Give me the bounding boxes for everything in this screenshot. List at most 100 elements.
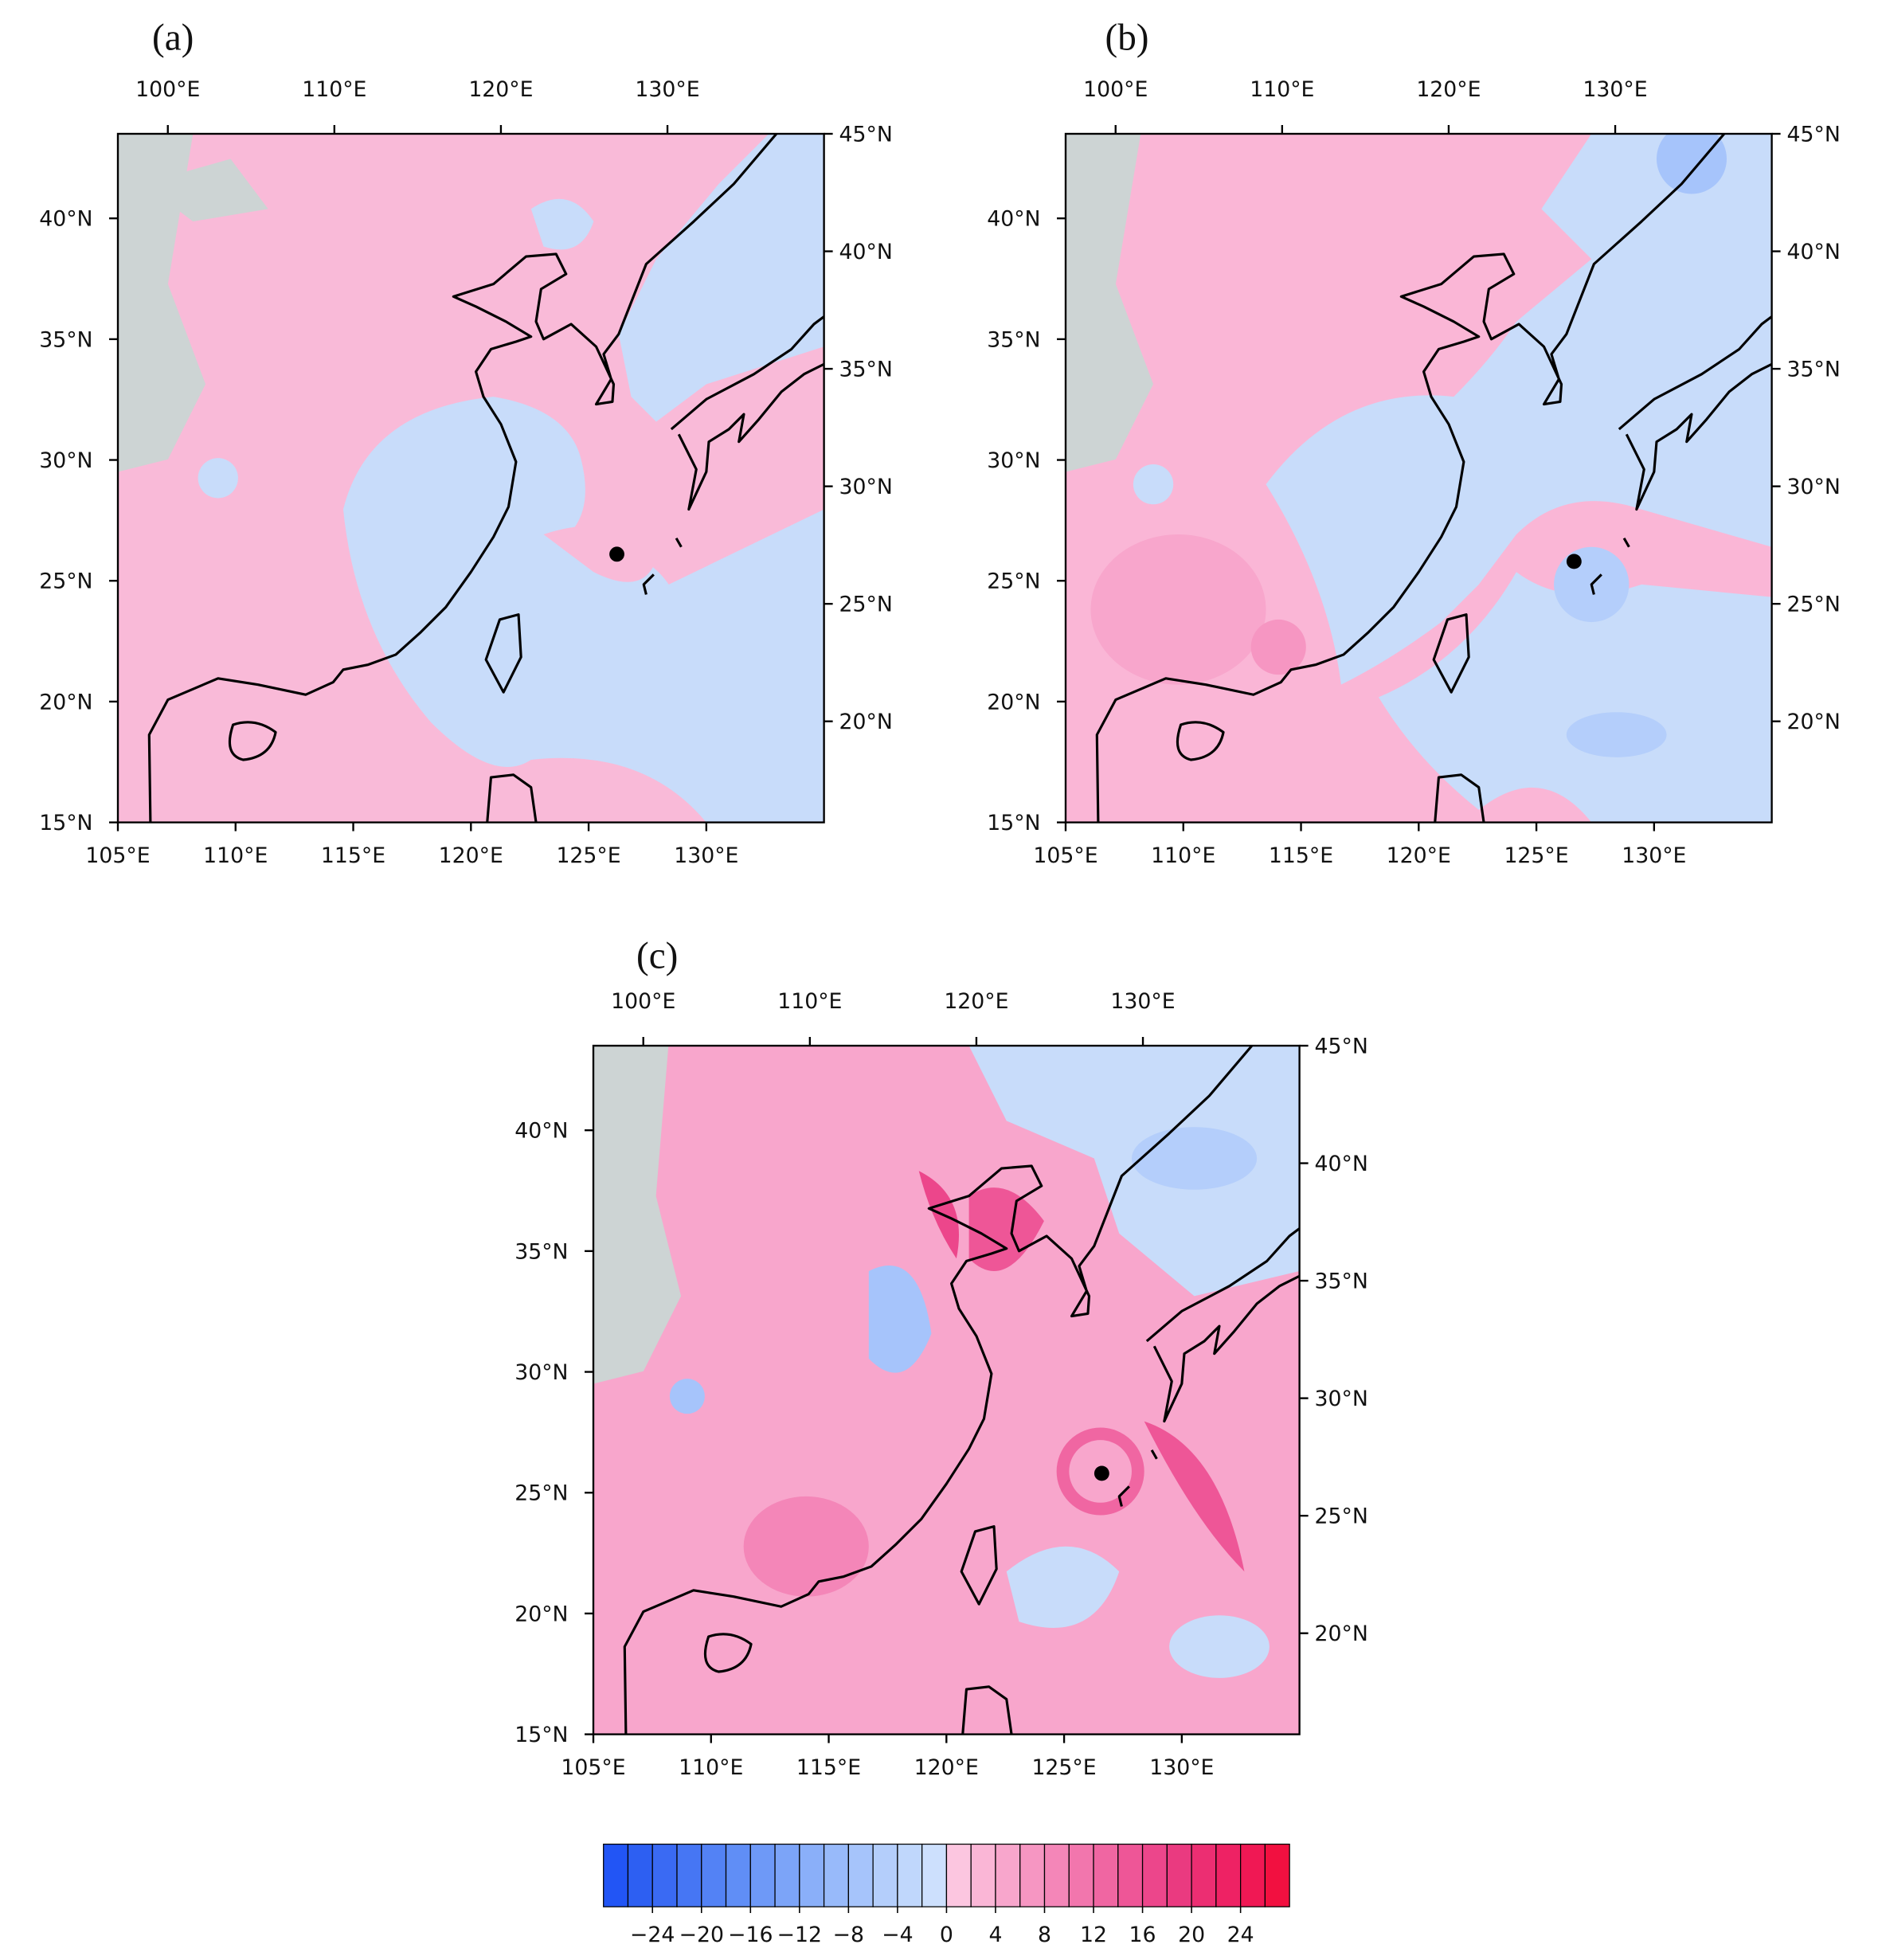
colorbar-label: 16 bbox=[1129, 1923, 1156, 1947]
colorbar-label: 4 bbox=[988, 1923, 1002, 1947]
y-tick-label: 40°N bbox=[987, 207, 1040, 232]
field bbox=[1066, 134, 1772, 823]
x-tick-label: 110°E bbox=[302, 77, 366, 102]
colorbar: −24 −20 −16 −12 −8 −4 0 4 8 12 16 20 24 bbox=[603, 1843, 1290, 1947]
y-tick-label: 40°N bbox=[839, 240, 892, 264]
colorbar-box bbox=[1264, 1843, 1290, 1907]
panel-b: (b) 105°E 110°E 115°E 120°E 125°E 130°E 15°N 20°… bbox=[987, 18, 1841, 868]
x-tick-label: 105°E bbox=[1033, 843, 1097, 868]
colorbar-box bbox=[627, 1843, 653, 1907]
colorbar-label: −20 bbox=[679, 1923, 724, 1947]
y-tick-label: 40°N bbox=[1786, 240, 1840, 264]
colorbar-box bbox=[676, 1843, 702, 1907]
x-tick-label: 120°E bbox=[944, 989, 1008, 1014]
y-tick-label: 35°N bbox=[39, 327, 92, 352]
colorbar-label: −8 bbox=[833, 1923, 864, 1947]
colorbar-label: 0 bbox=[940, 1923, 953, 1947]
field bbox=[118, 134, 824, 823]
panel-a: (a) 105°E 110°E 115°E 120°E 125°E 130°E 15°N 20°… bbox=[39, 18, 893, 868]
colorbar-label: −12 bbox=[777, 1923, 822, 1947]
y-tick-label: 20°N bbox=[514, 1602, 568, 1626]
colorbar-box bbox=[872, 1843, 898, 1907]
colorbar-box bbox=[749, 1843, 776, 1907]
colorbar-label: 20 bbox=[1178, 1923, 1205, 1947]
x-tick-label: 110°E bbox=[777, 989, 842, 1014]
colorbar-box bbox=[1191, 1843, 1217, 1907]
y-tick-label: 15°N bbox=[987, 811, 1040, 835]
y-tick-label: 30°N bbox=[839, 475, 892, 499]
x-tick-label: 100°E bbox=[1083, 77, 1148, 102]
x-tick-label: 105°E bbox=[85, 843, 150, 868]
storm-center bbox=[609, 546, 624, 562]
y-tick-label: 20°N bbox=[839, 710, 892, 734]
x-tick-label: 120°E bbox=[914, 1755, 979, 1780]
y-tick-label: 25°N bbox=[987, 569, 1040, 594]
y-tick-label: 20°N bbox=[987, 690, 1040, 714]
x-tick-label: 125°E bbox=[1504, 843, 1568, 868]
colorbar-label: 8 bbox=[1038, 1923, 1051, 1947]
colorbar-box bbox=[1068, 1843, 1094, 1907]
y-tick-label: 20°N bbox=[1786, 710, 1840, 734]
x-tick-label: 105°E bbox=[561, 1755, 625, 1780]
y-tick-label: 40°N bbox=[1314, 1152, 1367, 1176]
x-tick-label: 115°E bbox=[796, 1755, 861, 1780]
colorbar-box bbox=[651, 1843, 678, 1907]
y-tick-label: 30°N bbox=[1314, 1387, 1367, 1411]
x-tick-label: 130°E bbox=[1622, 843, 1686, 868]
colorbar-label: −16 bbox=[728, 1923, 773, 1947]
x-tick-label: 125°E bbox=[556, 843, 620, 868]
colorbar-box bbox=[774, 1843, 800, 1907]
y-tick-label: 25°N bbox=[514, 1481, 568, 1506]
y-tick-label: 25°N bbox=[39, 569, 92, 594]
y-tick-label: 35°N bbox=[1786, 358, 1840, 382]
colorbar-box bbox=[1019, 1843, 1046, 1907]
colorbar-box bbox=[1166, 1843, 1192, 1907]
colorbar-box bbox=[1215, 1843, 1242, 1907]
panel-label: (c) bbox=[636, 936, 678, 977]
x-tick-label: 110°E bbox=[203, 843, 268, 868]
y-tick-label: 30°N bbox=[987, 448, 1040, 473]
x-tick-label: 115°E bbox=[1269, 843, 1333, 868]
x-tick-label: 130°E bbox=[1149, 1755, 1214, 1780]
storm-center bbox=[1094, 1465, 1109, 1481]
colorbar-box bbox=[823, 1843, 849, 1907]
x-tick-label: 120°E bbox=[439, 843, 503, 868]
field bbox=[593, 1046, 1300, 1735]
colorbar-box bbox=[725, 1843, 751, 1907]
y-tick-label: 45°N bbox=[1786, 122, 1840, 147]
x-tick-label: 130°E bbox=[674, 843, 738, 868]
y-tick-label: 20°N bbox=[1314, 1622, 1367, 1646]
y-tick-label: 20°N bbox=[39, 690, 92, 714]
x-tick-label: 130°E bbox=[635, 77, 699, 102]
colorbar-label: −4 bbox=[882, 1923, 913, 1947]
y-tick-label: 15°N bbox=[39, 811, 92, 835]
y-tick-label: 35°N bbox=[514, 1239, 568, 1264]
colorbar-box bbox=[799, 1843, 825, 1907]
x-tick-label: 110°E bbox=[1151, 843, 1215, 868]
colorbar-box bbox=[897, 1843, 923, 1907]
y-tick-label: 30°N bbox=[39, 448, 92, 473]
y-tick-label: 45°N bbox=[1314, 1034, 1367, 1058]
colorbar-box bbox=[701, 1843, 727, 1907]
colorbar-box bbox=[921, 1843, 948, 1907]
x-tick-label: 120°E bbox=[1387, 843, 1451, 868]
x-tick-label: 125°E bbox=[1031, 1755, 1096, 1780]
x-tick-label: 110°E bbox=[1250, 77, 1314, 102]
y-tick-label: 40°N bbox=[39, 207, 92, 232]
colorbar-box bbox=[945, 1843, 972, 1907]
colorbar-box bbox=[1043, 1843, 1070, 1907]
x-tick-label: 115°E bbox=[321, 843, 385, 868]
panel-label: (b) bbox=[1105, 18, 1149, 59]
colorbar-box bbox=[970, 1843, 996, 1907]
panel-label: (a) bbox=[152, 18, 194, 59]
x-tick-label: 100°E bbox=[135, 77, 200, 102]
colorbar-label: 24 bbox=[1227, 1923, 1254, 1947]
y-tick-label: 25°N bbox=[1786, 593, 1840, 617]
colorbar-box bbox=[1239, 1843, 1266, 1907]
y-tick-label: 35°N bbox=[839, 358, 892, 382]
y-tick-label: 25°N bbox=[839, 593, 892, 617]
y-tick-label: 40°N bbox=[514, 1119, 568, 1144]
y-tick-label: 15°N bbox=[514, 1723, 568, 1747]
colorbar-label: 12 bbox=[1080, 1923, 1107, 1947]
x-tick-label: 100°E bbox=[611, 989, 675, 1014]
